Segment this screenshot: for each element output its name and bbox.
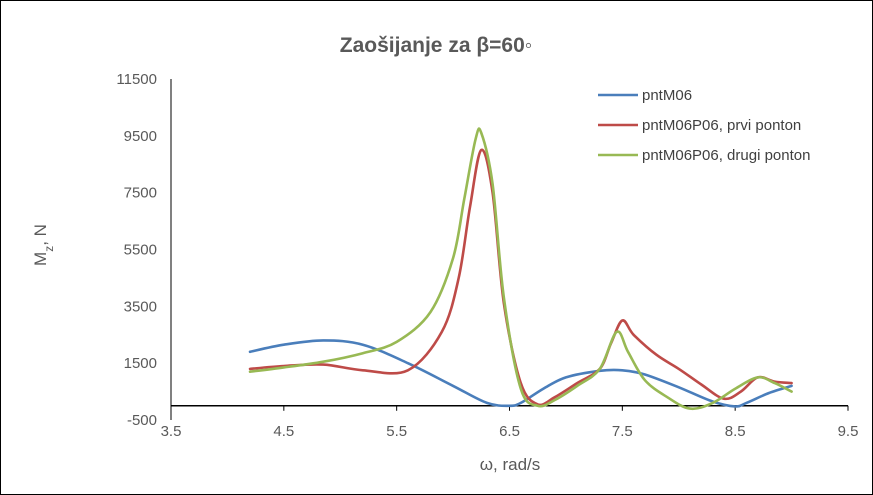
y-tick-label: -500 [127, 412, 157, 429]
y-tick-label: 1500 [124, 355, 157, 372]
y-tick-label: 7500 [124, 185, 157, 202]
x-tick-label: 7.5 [612, 423, 633, 440]
x-tick-label: 5.5 [386, 423, 407, 440]
y-tick-labels: -500 1500 3500 5500 7500 9500 11500 [116, 71, 157, 429]
legend-label: pntM06P06, drugi ponton [642, 147, 810, 164]
y-axis-label-main: M [31, 252, 50, 266]
series-line-3 [248, 127, 793, 411]
x-tick-label: 9.5 [838, 423, 859, 440]
legend-label: pntM06 [642, 87, 692, 104]
y-axis-label-suffix: , N [31, 224, 50, 246]
x-tick-labels: 3.5 4.5 5.5 6.5 7.5 8.5 9.5 [161, 405, 859, 440]
y-tick-label: 3500 [124, 298, 157, 315]
series-line-2 [248, 148, 793, 407]
legend-label: pntM06P06, prvi ponton [642, 117, 801, 134]
y-axis-label-sub: z [42, 246, 56, 252]
y-tick-label: 5500 [124, 242, 157, 259]
y-tick-label: 9500 [124, 128, 157, 145]
x-tick-label: 8.5 [725, 423, 746, 440]
legend: pntM06 pntM06P06, prvi ponton pntM06P06, d… [598, 87, 810, 164]
series-lines [248, 127, 793, 411]
x-tick-label: 4.5 [273, 423, 294, 440]
y-axis-label: Mz, N [31, 224, 56, 266]
x-axis-label: ω, rad/s [480, 455, 541, 474]
x-tick-label: 3.5 [161, 423, 182, 440]
chart-title: Zaošijanje za β=60◦ [340, 34, 532, 57]
x-tick-label: 6.5 [499, 423, 520, 440]
y-tick-label: 11500 [116, 71, 157, 88]
series-line-1 [248, 339, 793, 408]
